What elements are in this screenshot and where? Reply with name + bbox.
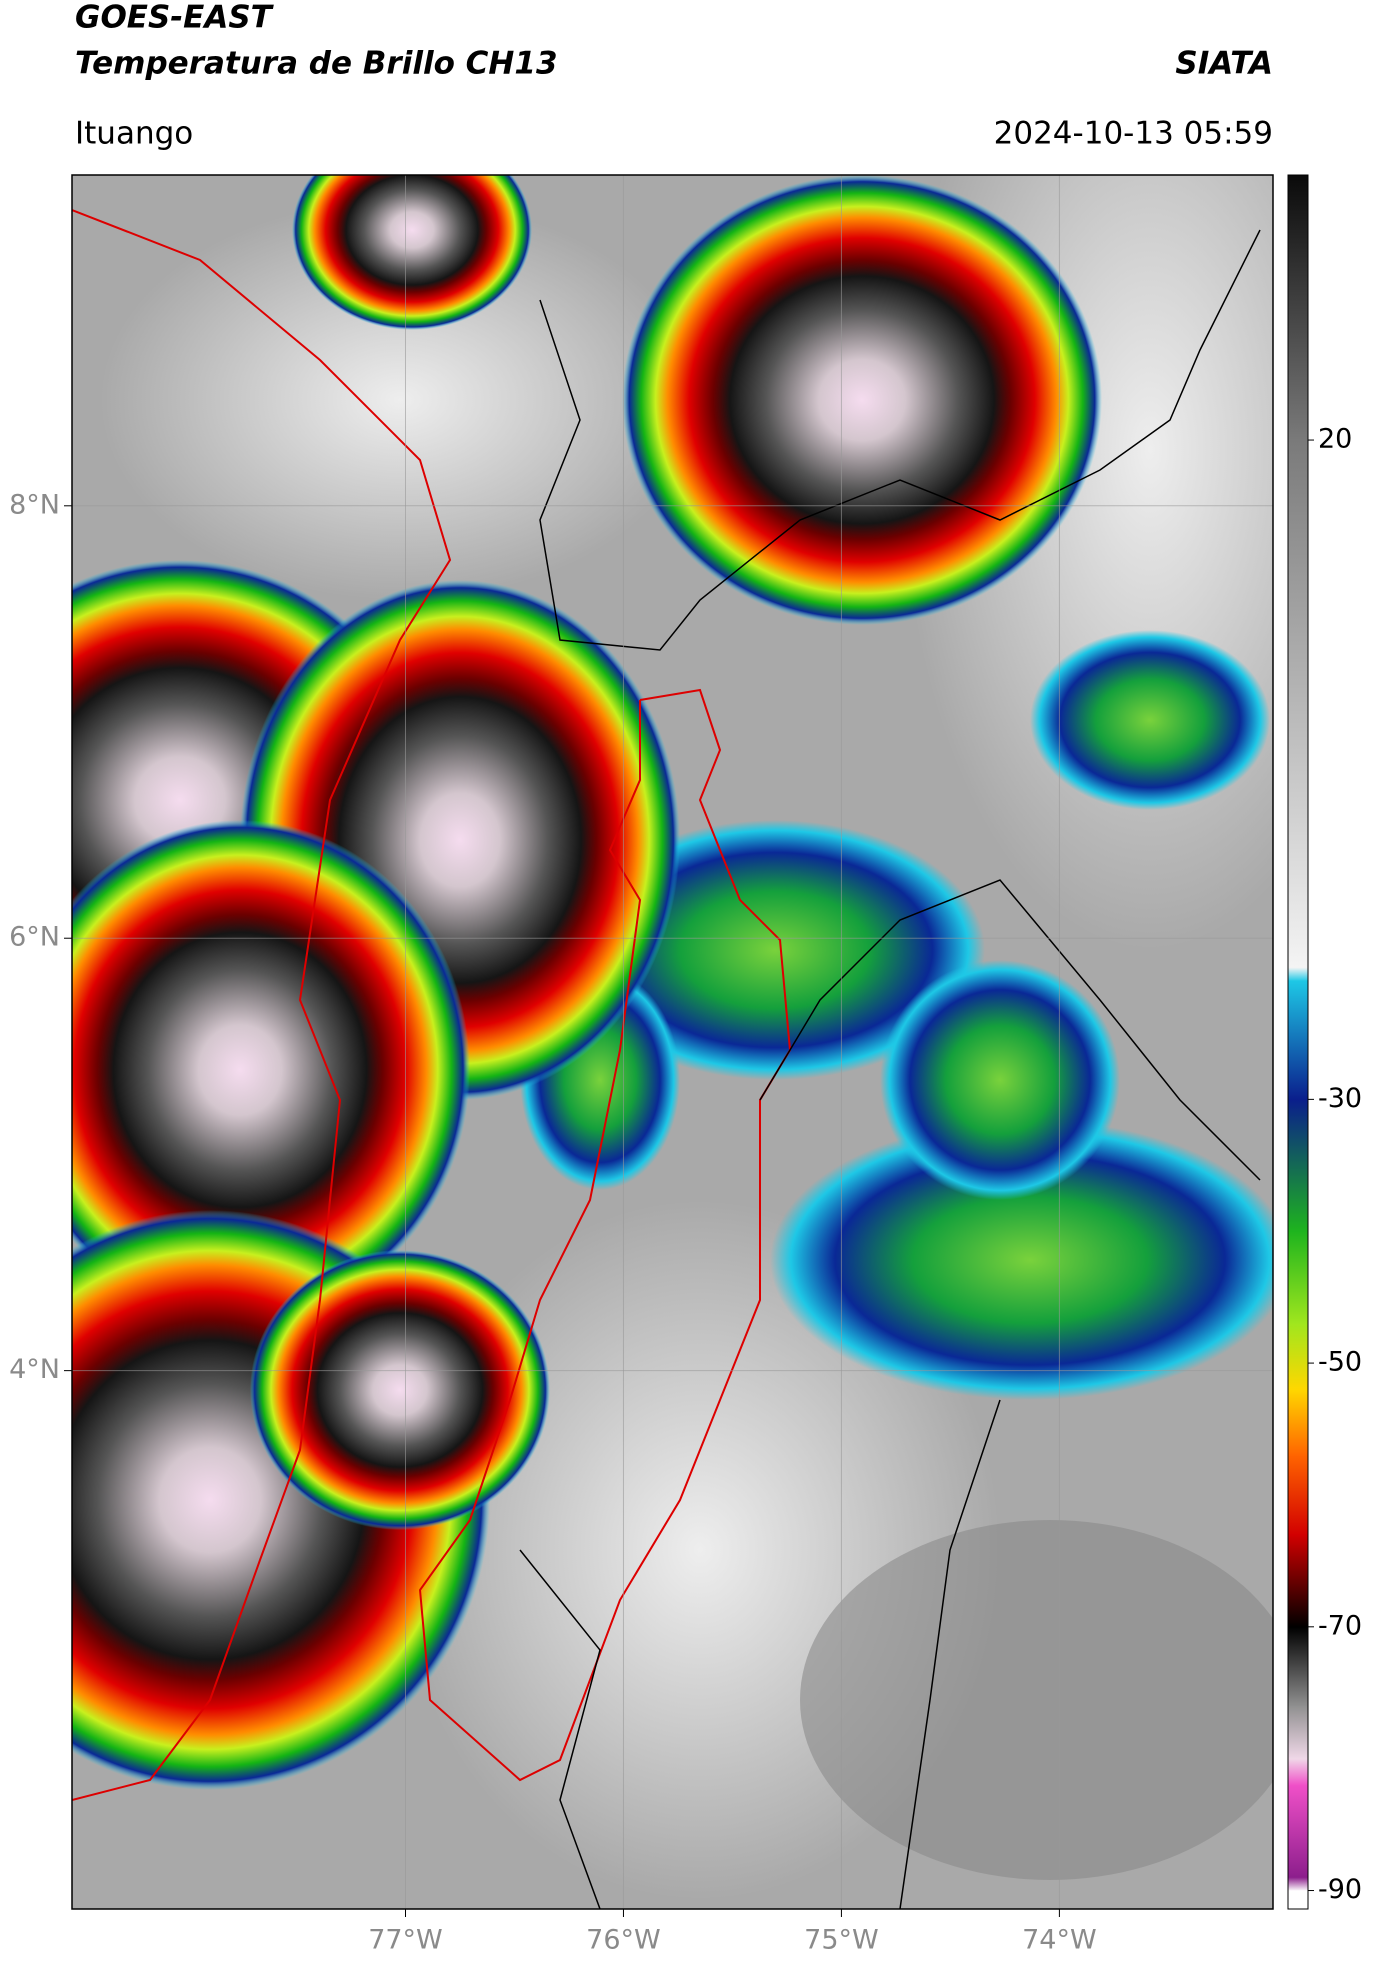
grid	[72, 175, 1273, 1909]
colorbar-segment	[1288, 1231, 1308, 1325]
coastline	[72, 209, 452, 1801]
warm-area	[800, 1520, 1273, 1880]
datetime: 2024-10-13 05:59	[994, 116, 1273, 152]
colorbar-segment	[1288, 1323, 1308, 1390]
colorbar-segment	[1288, 1626, 1308, 1707]
colorbar-segment	[1288, 1785, 1308, 1878]
x-tick-label: 76°W	[586, 1925, 661, 1956]
colorbar-tick-label: -50	[1318, 1347, 1362, 1378]
colorbar-segment	[1288, 175, 1308, 441]
y-tick-label: 8°N	[9, 489, 60, 520]
colorbar-segment	[1288, 980, 1308, 1100]
colorbar-tick-label: -70	[1318, 1610, 1362, 1641]
colorbar-segment	[1288, 440, 1308, 968]
source: SIATA	[1175, 46, 1273, 82]
x-tick-label: 74°W	[1022, 1925, 1097, 1956]
location: Ituango	[75, 116, 193, 152]
colorbar-segment	[1288, 1534, 1308, 1601]
satellite-image	[72, 175, 1273, 1909]
y-tick-label: 4°N	[9, 1354, 60, 1385]
colorbar-segment	[1288, 1877, 1308, 1892]
colorbar-segment	[1288, 1389, 1308, 1456]
storm	[622, 175, 1102, 625]
colorbar: 20 -30 -50 -70 -90	[1287, 174, 1362, 1910]
colorbar-segment	[1288, 967, 1308, 982]
storm	[250, 1250, 550, 1530]
storm	[292, 175, 532, 330]
colorbar-segment	[1288, 1890, 1308, 1910]
boundary	[418, 688, 792, 1782]
title: GOES-EAST	[75, 0, 275, 36]
storm	[72, 820, 470, 1320]
colorbar-tick-label: -90	[1318, 1874, 1362, 1905]
colorbar-tick-label: 20	[1318, 424, 1352, 455]
boundary	[519, 1549, 601, 1909]
map-frame	[71, 174, 1274, 1910]
x-tick-label: 77°W	[368, 1925, 443, 1956]
subtitle: Temperatura de Brillo CH13	[75, 46, 558, 82]
x-tick-label: 75°W	[804, 1925, 879, 1956]
colorbar-segment	[1288, 1758, 1308, 1786]
cloud	[1030, 630, 1270, 810]
y-tick-label: 6°N	[9, 922, 60, 953]
colorbar-segment	[1288, 1455, 1308, 1536]
colorbar-segment	[1288, 1600, 1308, 1628]
boundary	[539, 229, 1261, 651]
boundary	[759, 879, 1261, 1181]
colorbar-frame	[1287, 174, 1309, 1910]
clear-area	[100, 200, 700, 600]
colorbar-segment	[1288, 1705, 1308, 1760]
boundary	[899, 1399, 1001, 1909]
cloud	[770, 1120, 1273, 1400]
cloud	[880, 960, 1120, 1200]
colorbar-tick-label: -30	[1318, 1083, 1362, 1114]
colorbar-segment	[1288, 1099, 1308, 1232]
